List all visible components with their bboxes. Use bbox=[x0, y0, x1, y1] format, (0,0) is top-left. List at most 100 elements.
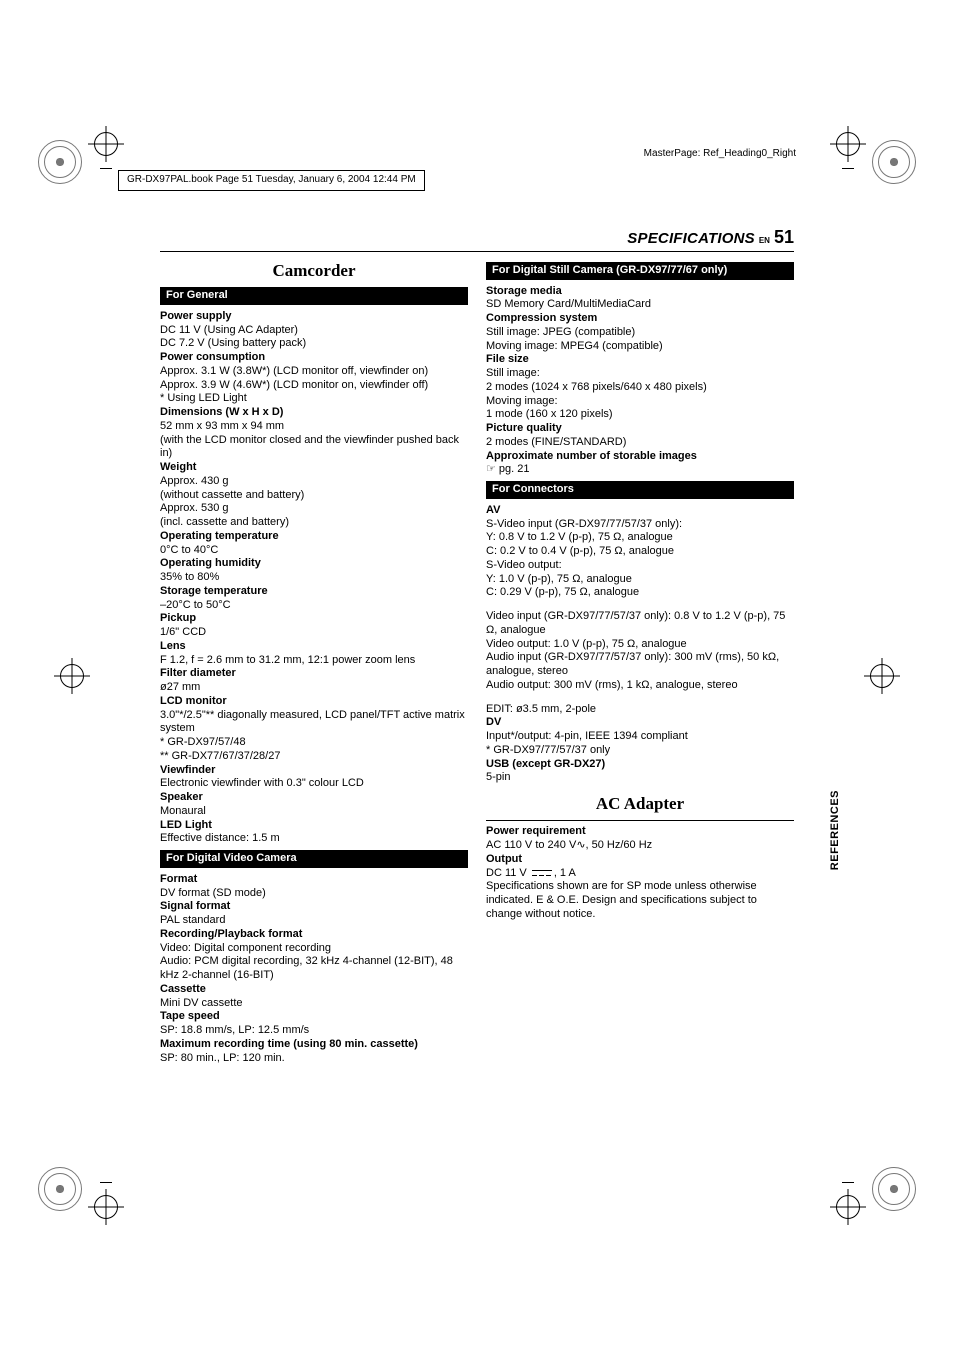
bar-dvc: For Digital Video Camera bbox=[160, 850, 468, 868]
spec: Video output: 1.0 V (p-p), 75 Ω, analogu… bbox=[486, 638, 794, 652]
lang-tag: EN bbox=[759, 236, 770, 246]
spec: DC 7.2 V (Using battery pack) bbox=[160, 337, 468, 351]
spec: Audio output: 300 mV (rms), 1 kΩ, analog… bbox=[486, 679, 794, 693]
side-tab-references: REFERENCES bbox=[829, 790, 843, 870]
label: Lens bbox=[160, 640, 186, 652]
ac-symbol-icon: ∿ bbox=[576, 839, 585, 851]
spec: (without cassette and battery) bbox=[160, 489, 468, 503]
spec: (with the LCD monitor closed and the vie… bbox=[160, 434, 468, 462]
spec: ** GR-DX77/67/37/28/27 bbox=[160, 750, 468, 764]
filepath-box: GR-DX97PAL.book Page 51 Tuesday, January… bbox=[118, 170, 425, 191]
label: Power supply bbox=[160, 310, 232, 322]
spec: Approx. 430 g bbox=[160, 475, 468, 489]
spec: SP: 80 min., LP: 120 min. bbox=[160, 1052, 468, 1066]
reg-mark-tl bbox=[86, 124, 126, 164]
spec: 52 mm x 93 mm x 94 mm bbox=[160, 420, 468, 434]
label: DV bbox=[486, 716, 501, 728]
spec: C: 0.29 V (p-p), 75 Ω, analogue bbox=[486, 586, 794, 600]
reg-mark-ml bbox=[52, 656, 92, 696]
page-number: 51 bbox=[774, 226, 794, 249]
spec: Moving image: MPEG4 (compatible) bbox=[486, 340, 794, 354]
spec: 1 mode (160 x 120 pixels) bbox=[486, 408, 794, 422]
label: Format bbox=[160, 873, 197, 885]
crop-star-tl bbox=[38, 140, 82, 184]
label: Compression system bbox=[486, 312, 597, 324]
spec: 5-pin bbox=[486, 771, 794, 785]
spec: Approx. 530 g bbox=[160, 502, 468, 516]
divider bbox=[486, 820, 794, 821]
left-column: Camcorder For General Power supply DC 11… bbox=[160, 258, 468, 1066]
label: Pickup bbox=[160, 612, 196, 624]
label: Dimensions (W x H x D) bbox=[160, 406, 283, 418]
spec: –20°C to 50°C bbox=[160, 599, 468, 613]
spec: Input*/output: 4-pin, IEEE 1394 complian… bbox=[486, 730, 794, 744]
spec: ø27 mm bbox=[160, 681, 468, 695]
label: Approximate number of storable images bbox=[486, 450, 697, 462]
spec: F 1.2, f = 2.6 mm to 31.2 mm, 12:1 power… bbox=[160, 654, 468, 668]
spec: ☞ pg. 21 bbox=[486, 463, 794, 477]
spec: * GR-DX97/77/57/37 only bbox=[486, 744, 794, 758]
spec: 1/6" CCD bbox=[160, 626, 468, 640]
trim-line bbox=[100, 1182, 112, 1183]
spec: S-Video output: bbox=[486, 559, 794, 573]
spec: AC 110 V to 240 V∿, 50 Hz/60 Hz bbox=[486, 839, 794, 853]
spec: Effective distance: 1.5 m bbox=[160, 832, 468, 846]
spec: Video: Digital component recording bbox=[160, 942, 468, 956]
label: LCD monitor bbox=[160, 695, 227, 707]
label: LED Light bbox=[160, 819, 212, 831]
label: USB (except GR-DX27) bbox=[486, 758, 605, 770]
spec: DV format (SD mode) bbox=[160, 887, 468, 901]
ac-adapter-heading: AC Adapter bbox=[486, 793, 794, 814]
spec: Monaural bbox=[160, 805, 468, 819]
spec: SP: 18.8 mm/s, LP: 12.5 mm/s bbox=[160, 1024, 468, 1038]
label: Weight bbox=[160, 461, 196, 473]
spec-text: , 1 A bbox=[554, 867, 576, 879]
spec: Video input (GR-DX97/77/57/37 only): 0.8… bbox=[486, 610, 794, 638]
label: Picture quality bbox=[486, 422, 562, 434]
trim-line bbox=[842, 168, 854, 169]
spec: Approx. 3.1 W (3.8W*) (LCD monitor off, … bbox=[160, 365, 468, 379]
dc-symbol-icon bbox=[532, 869, 552, 877]
label: Maximum recording time (using 80 min. ca… bbox=[160, 1038, 418, 1050]
label: Viewfinder bbox=[160, 764, 215, 776]
spec: 3.0"*/2.5"** diagonally measured, LCD pa… bbox=[160, 709, 468, 737]
spec: PAL standard bbox=[160, 914, 468, 928]
spec: 2 modes (1024 x 768 pixels/640 x 480 pix… bbox=[486, 381, 794, 395]
label: Filter diameter bbox=[160, 667, 236, 679]
spec: Y: 1.0 V (p-p), 75 Ω, analogue bbox=[486, 573, 794, 587]
masterpage-label: MasterPage: Ref_Heading0_Right bbox=[644, 148, 796, 161]
label: Output bbox=[486, 853, 522, 865]
spec-text: AC 110 V to 240 V bbox=[486, 839, 576, 851]
bar-dsc: For Digital Still Camera (GR-DX97/77/67 … bbox=[486, 262, 794, 280]
spec: * Using LED Light bbox=[160, 392, 468, 406]
footnote: Specifications shown are for SP mode unl… bbox=[486, 880, 794, 921]
label: Operating humidity bbox=[160, 557, 261, 569]
spec: Electronic viewfinder with 0.3" colour L… bbox=[160, 777, 468, 791]
label: Operating temperature bbox=[160, 530, 279, 542]
label: Tape speed bbox=[160, 1010, 220, 1022]
reg-mark-tr bbox=[828, 124, 868, 164]
bar-general: For General bbox=[160, 287, 468, 305]
reg-mark-mr bbox=[862, 656, 902, 696]
reg-mark-bl bbox=[86, 1187, 126, 1227]
spec: (incl. cassette and battery) bbox=[160, 516, 468, 530]
label: Cassette bbox=[160, 983, 206, 995]
crop-star-bl bbox=[38, 1167, 82, 1211]
spec: S-Video input (GR-DX97/77/57/37 only): bbox=[486, 518, 794, 532]
crop-star-tr bbox=[872, 140, 916, 184]
crop-star-br bbox=[872, 1167, 916, 1211]
spec: DC 11 V , 1 A bbox=[486, 867, 794, 881]
doc-section-title: SPECIFICATIONS bbox=[627, 230, 755, 249]
spec: * GR-DX97/57/48 bbox=[160, 736, 468, 750]
spec: Still image: bbox=[486, 367, 794, 381]
label: Speaker bbox=[160, 791, 203, 803]
spec: EDIT: ø3.5 mm, 2-pole bbox=[486, 703, 794, 717]
label: Recording/Playback format bbox=[160, 928, 302, 940]
spec: SD Memory Card/MultiMediaCard bbox=[486, 298, 794, 312]
page-content: SPECIFICATIONS EN 51 Camcorder For Gener… bbox=[160, 226, 794, 1065]
spec: Audio: PCM digital recording, 32 kHz 4-c… bbox=[160, 955, 468, 983]
spec: Audio input (GR-DX97/77/57/37 only): 300… bbox=[486, 651, 794, 679]
trim-line bbox=[100, 168, 112, 169]
spec-text: , 50 Hz/60 Hz bbox=[586, 839, 653, 851]
label: Power consumption bbox=[160, 351, 265, 363]
